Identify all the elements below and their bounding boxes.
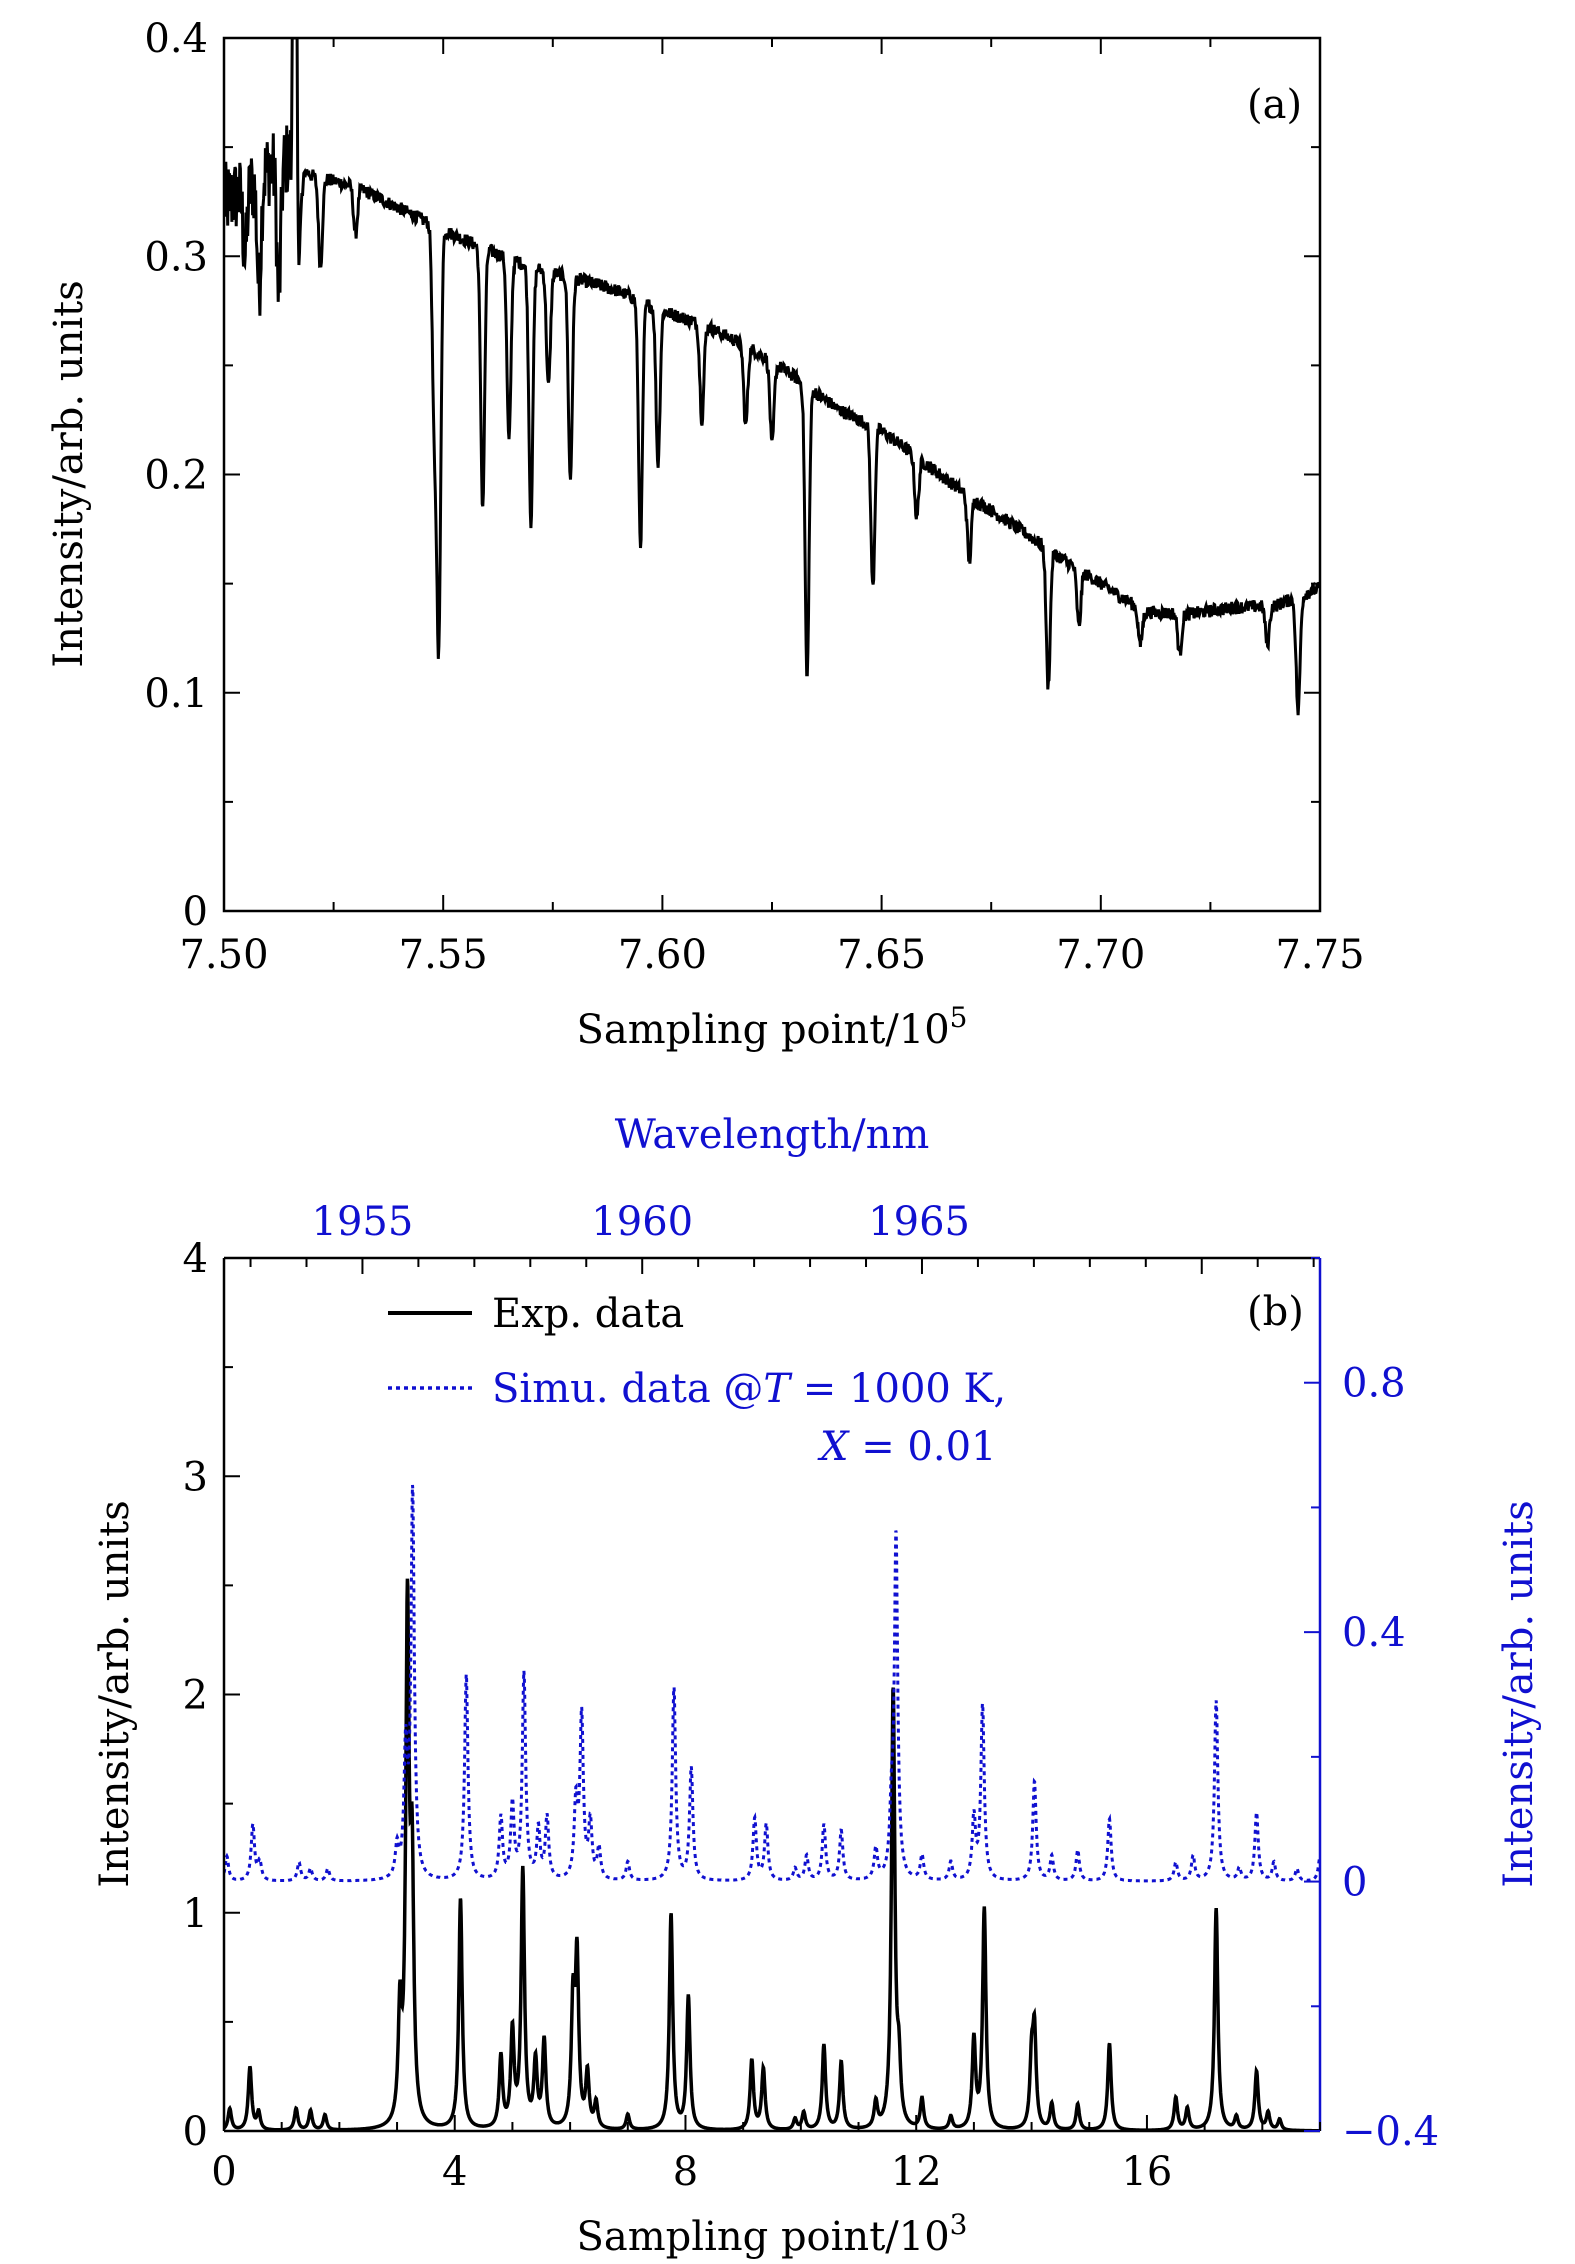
panel-a-x-tick-label: 7.55	[399, 932, 488, 978]
panel-b-right-y-tick-label: 0.8	[1342, 1361, 1406, 1407]
legend-simu-text: Simu. data @T = 1000 K,	[492, 1366, 1006, 1412]
panel-b-x-tick-labels: 0 4 8 12 16	[211, 2149, 1172, 2195]
panel-a-x-tick-label: 7.75	[1275, 932, 1364, 978]
panel-b-right-y-tick-label: 0.4	[1342, 1610, 1406, 1656]
panel-b-top-tick-label: 1965	[868, 1199, 970, 1245]
panel-b-x-tick-label: 16	[1121, 2149, 1172, 2195]
panel-a-x-tick-label: 7.60	[618, 932, 707, 978]
panel-a-x-tick-label: 7.65	[837, 932, 926, 978]
panel-a-x-tick-label: 7.50	[179, 932, 268, 978]
panel-b-top-tick-label: 1960	[591, 1199, 693, 1245]
panel-b-x-tick-label: 0	[211, 2149, 236, 2195]
panel-b-right-y-axis-label: Intensity/arb. units	[1496, 1500, 1542, 1887]
panel-b-right-y-tick-label: −0.4	[1342, 2109, 1439, 2155]
panel-b-right-y-tick-label: 0	[1342, 1860, 1367, 1906]
panel-a-y-tick-label: 0.1	[144, 671, 208, 717]
panel-b-y-axis-label: Intensity/arb. units	[92, 1500, 138, 1887]
panel-b-x-tick-label: 4	[442, 2149, 467, 2195]
legend-simu-text-line2: X = 0.01	[817, 1424, 997, 1470]
panel-b-legend: Exp. data Simu. data @T = 1000 K, X = 0.…	[388, 1291, 1006, 1470]
panel-a-y-tick-label: 0.4	[144, 16, 208, 62]
panel-b-top-tick-label: 1955	[312, 1199, 414, 1245]
panel-b-simu-series-line	[224, 1484, 1320, 1883]
panel-a-x-tick-label: 7.70	[1056, 932, 1145, 978]
panel-b-y-tick-label: 1	[183, 1891, 208, 1937]
panel-b-y-tick-label: 2	[183, 1673, 208, 1719]
panel-b-y-tick-label: 0	[183, 2109, 208, 2155]
panel-b-x-tick-label: 8	[673, 2149, 698, 2195]
panel-b-plot-area	[224, 1484, 1320, 2131]
panel-b-label: (b)	[1247, 1289, 1304, 1335]
panel-b-exp-series-line	[224, 1578, 1320, 2131]
panel-a-chart: 7.50 7.55 7.60 7.65 7.70 7.75 0 0.1 0.2 0.3 0.4 (…	[46, 16, 1365, 1053]
panel-b-top-axis-label: Wavelength/nm	[615, 1112, 930, 1158]
panel-b-y-tick-label: 3	[183, 1454, 208, 1500]
panel-a-y-tick-labels: 0 0.1 0.2 0.3 0.4	[144, 16, 208, 935]
panel-a-ticks	[223, 37, 1321, 912]
panel-a-plot-area	[224, 38, 1320, 716]
panel-b-ticks	[223, 1257, 1321, 2132]
panel-b-y-tick-label: 4	[183, 1236, 208, 1282]
panel-a-series-line	[224, 38, 1320, 716]
legend-exp-text: Exp. data	[492, 1291, 684, 1337]
panel-a-y-tick-label: 0.3	[144, 234, 208, 280]
panel-b-right-y-tick-labels: −0.4 0 0.4 0.8	[1342, 1361, 1439, 2155]
panel-b-x-tick-label: 12	[891, 2149, 942, 2195]
panel-a-x-axis-label: Sampling point/105	[577, 1001, 968, 1053]
panel-a-x-tick-labels: 7.50 7.55 7.60 7.65 7.70 7.75	[179, 932, 1364, 978]
panel-a-y-axis-label: Intensity/arb. units	[46, 280, 92, 667]
panel-a-frame	[222, 36, 1322, 913]
panel-a-label: (a)	[1247, 82, 1302, 128]
panel-b-top-tick-labels: 1955 1960 1965	[312, 1199, 970, 1245]
panel-b-y-tick-labels: 0 1 2 3 4	[183, 1236, 208, 2155]
panel-a-y-tick-label: 0	[183, 889, 208, 935]
panel-a-y-tick-label: 0.2	[144, 453, 208, 499]
panel-b-x-axis-label: Sampling point/103	[577, 2208, 968, 2260]
